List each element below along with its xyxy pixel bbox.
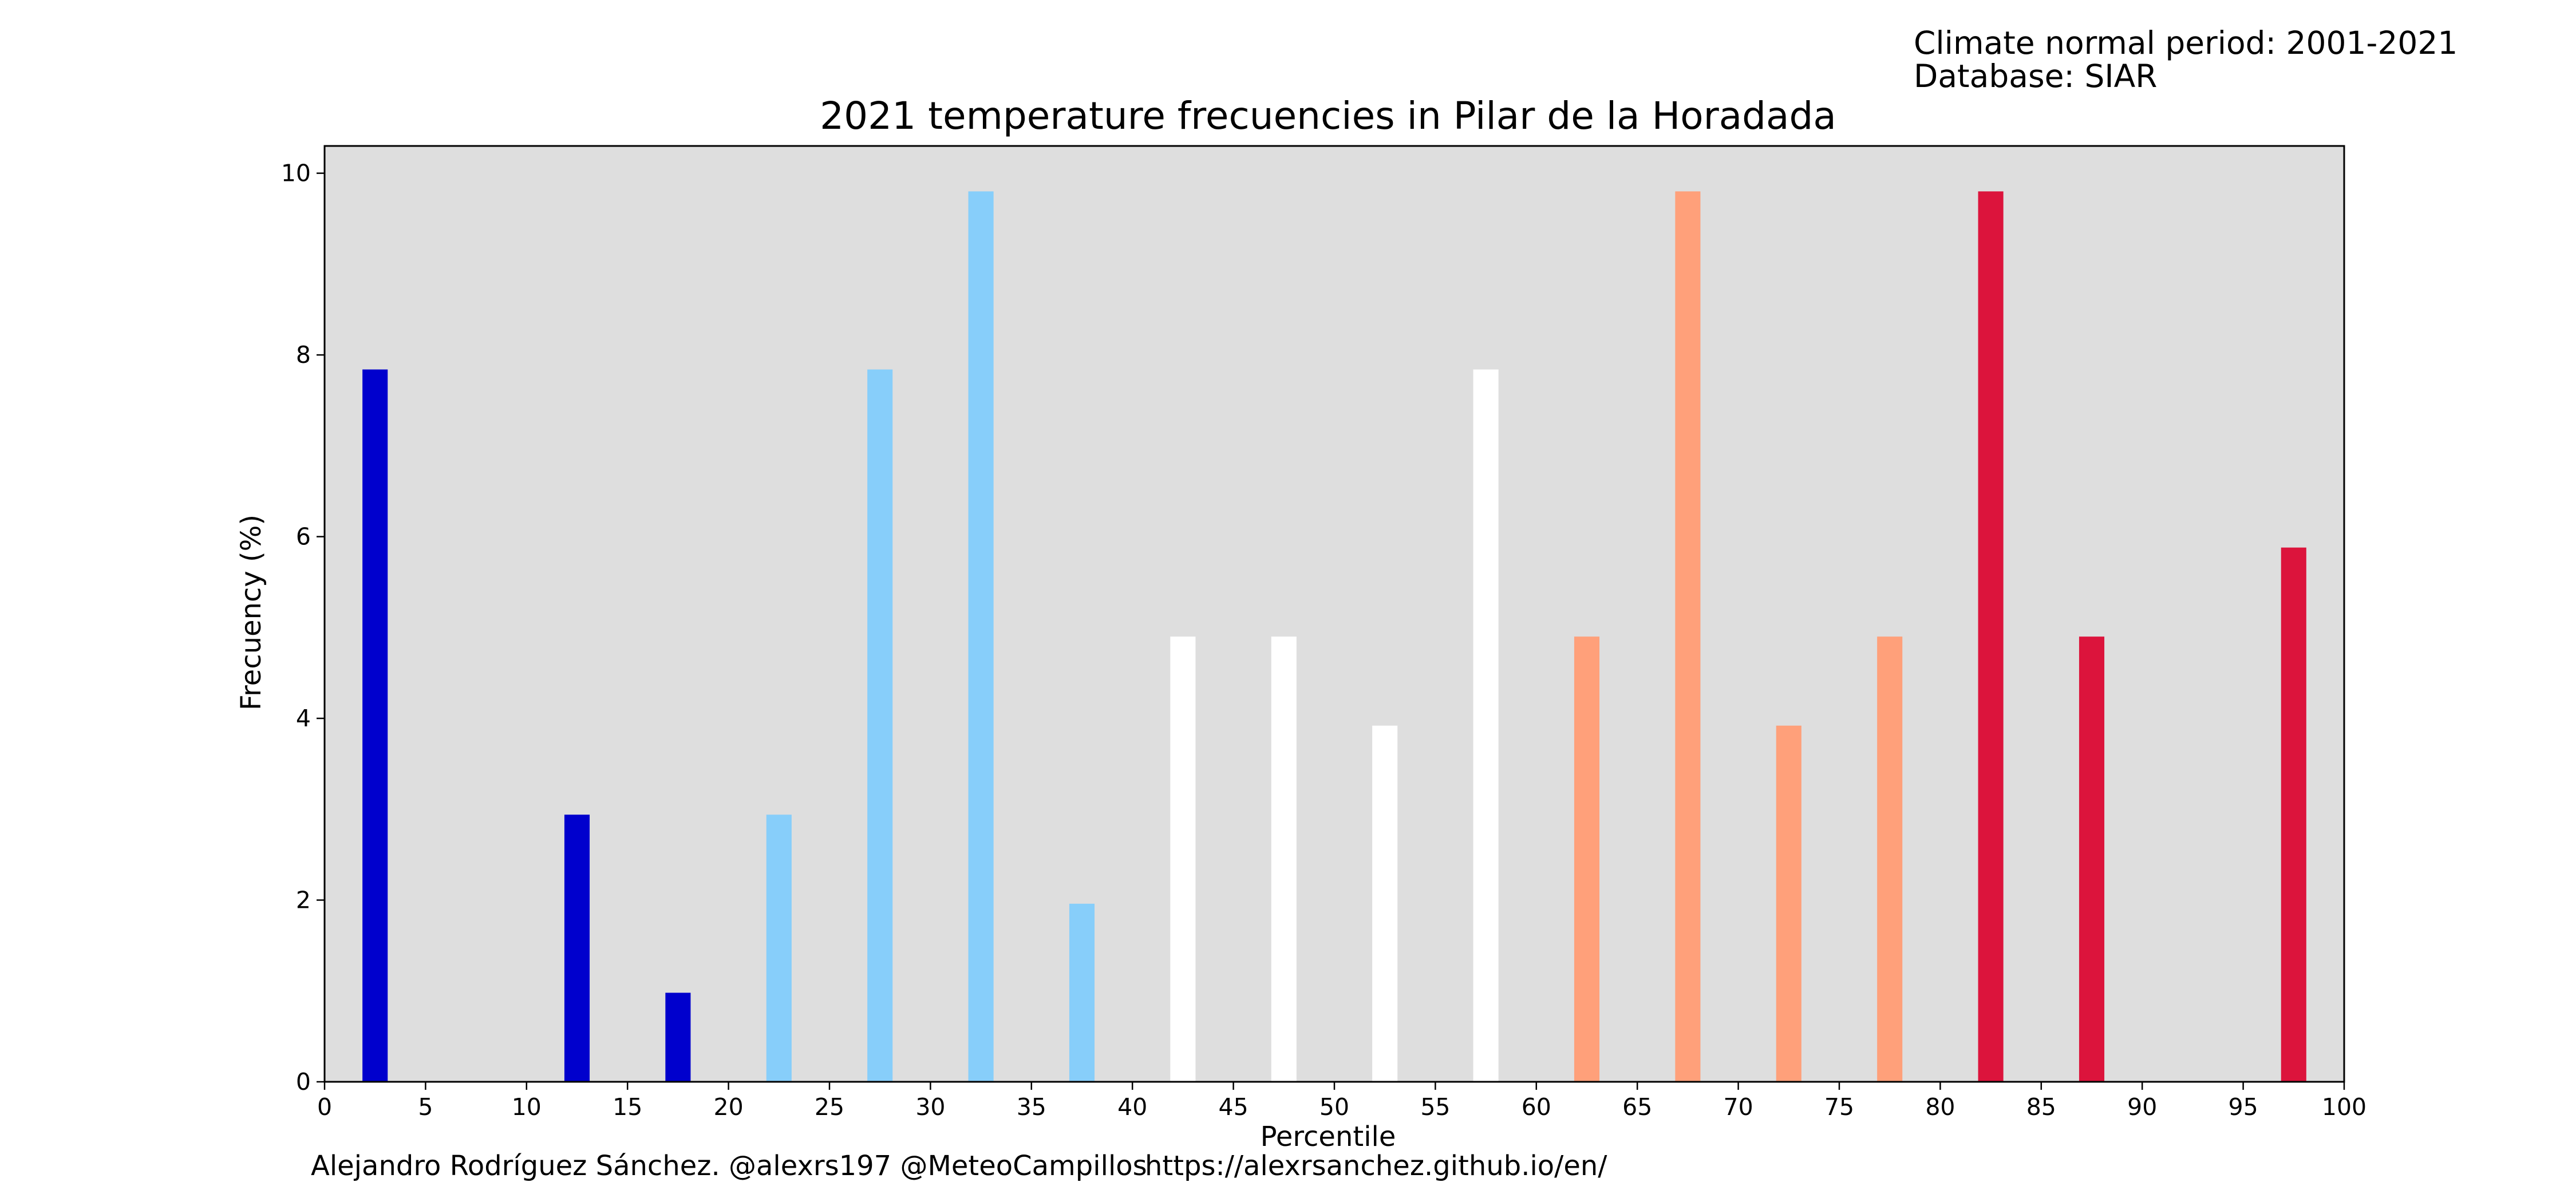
plot-area	[325, 146, 2344, 1082]
x-tick-label-0: 0	[317, 1093, 332, 1121]
y-tick-label-0: 0	[296, 1068, 311, 1096]
x-tick-label-1: 5	[418, 1093, 433, 1121]
database-note: Database: SIAR	[1914, 58, 2158, 94]
x-tick-label-12: 60	[1522, 1093, 1551, 1121]
y-tick-label-4: 8	[296, 341, 311, 369]
x-tick-label-2: 10	[512, 1093, 542, 1121]
footer-url: https://alexrsanchez.github.io/en/	[1145, 1150, 1607, 1182]
x-tick-label-6: 30	[915, 1093, 945, 1121]
bar-7	[1170, 636, 1196, 1082]
x-tick-label-14: 70	[1724, 1093, 1753, 1121]
x-tick-label-7: 35	[1017, 1093, 1046, 1121]
bar-4	[867, 369, 893, 1082]
plot-frame	[323, 145, 2345, 1083]
bar-9	[1372, 725, 1398, 1082]
bar-13	[1776, 725, 1801, 1082]
bar-15	[1978, 191, 2004, 1082]
x-tick-label-11: 55	[1420, 1093, 1450, 1121]
bar-10	[1473, 369, 1499, 1082]
x-tick-label-20: 100	[2322, 1093, 2366, 1121]
bar-17	[2281, 547, 2306, 1082]
bar-14	[1877, 636, 1903, 1082]
y-tick-label-2: 4	[296, 705, 311, 732]
x-tick-label-8: 40	[1117, 1093, 1147, 1121]
x-tick-label-19: 95	[2229, 1093, 2258, 1121]
bar-16	[2079, 636, 2105, 1082]
x-tick-label-9: 45	[1219, 1093, 1249, 1121]
chart-title: 2021 temperature frecuencies in Pilar de…	[820, 94, 1836, 138]
bars-layer	[362, 191, 2306, 1082]
footer-credit: Alejandro Rodríguez Sánchez. @alexrs197 …	[311, 1150, 1147, 1182]
x-tick-label-16: 80	[1925, 1093, 1955, 1121]
x-tick-label-15: 75	[1824, 1093, 1854, 1121]
x-tick-label-3: 15	[613, 1093, 642, 1121]
x-tick-label-4: 20	[714, 1093, 744, 1121]
bar-3	[766, 814, 792, 1082]
climate-period-note: Climate normal period: 2001-2021	[1914, 25, 2458, 61]
y-tick-label-5: 10	[281, 160, 311, 187]
x-tick-label-5: 25	[815, 1093, 844, 1121]
y-axis-ticks: 0 2 4 6 8 10	[281, 160, 325, 1096]
x-tick-label-18: 90	[2127, 1093, 2157, 1121]
bar-6	[1069, 903, 1095, 1082]
x-axis-label: Percentile	[1261, 1121, 1396, 1153]
x-tick-label-10: 50	[1319, 1093, 1349, 1121]
bar-5	[968, 191, 994, 1082]
bar-12	[1675, 191, 1701, 1082]
y-axis-label: Frecuency (%)	[235, 515, 267, 710]
x-tick-label-17: 85	[2026, 1093, 2056, 1121]
bar-1	[564, 814, 590, 1082]
x-axis-ticks: 0 5 10 15 20 25 30 35 40 45 50 55 60 65 70 75 80 85 90 95 10…	[317, 1082, 2366, 1121]
y-tick-label-1: 2	[296, 887, 311, 914]
bar-2	[665, 993, 691, 1082]
y-tick-label-3: 6	[296, 523, 311, 551]
bar-0	[362, 369, 388, 1082]
bar-11	[1574, 636, 1600, 1082]
x-tick-label-13: 65	[1622, 1093, 1652, 1121]
bar-8	[1271, 636, 1297, 1082]
